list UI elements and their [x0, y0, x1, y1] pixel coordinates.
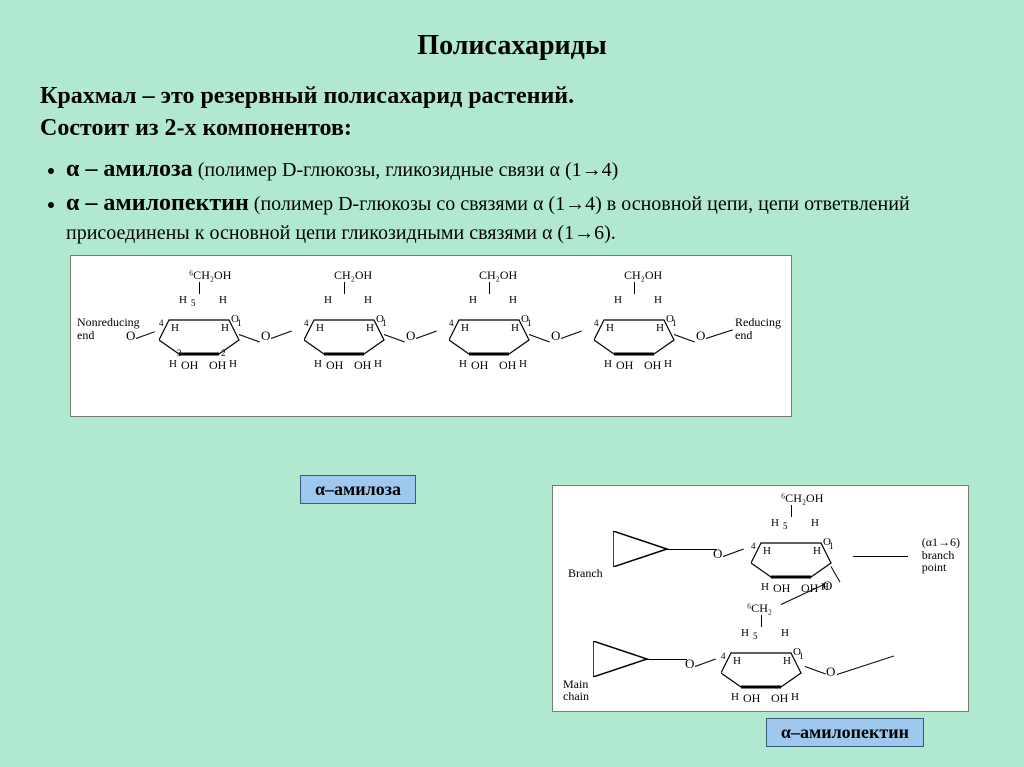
branch-point-label: (α1→6) branch point [922, 536, 960, 574]
lead-line-2: Состоит из 2-х компонентов: [40, 115, 352, 141]
branch-icon [613, 531, 673, 567]
ch2oh-1: ⁶CH₂OH [189, 268, 231, 283]
pectin-upper-sugar: ⁶CH₂OH 5 H H O 4 1 H H OH OH H H [733, 491, 853, 601]
reducing-label: Reducing end [735, 316, 785, 342]
amylopectin-caption: α–амилопектин [766, 718, 924, 747]
bullet-rest-1: (полимер D-глюкозы, гликозидные связи α … [193, 159, 619, 181]
bullet-term-2: α – амилопектин [66, 190, 249, 216]
amylose-diagram: Nonreducing end Reducing end ⁶CH₂OH 5 H … [70, 255, 792, 417]
sugar-unit-3: CH₂OH H H O 4 1 H H OH OH H H [431, 268, 551, 378]
sugar-unit-2: CH₂OH H H O 4 1 H H OH OH H H [286, 268, 406, 378]
sugar-unit-4: CH₂OH H H O 4 1 H H OH OH H H [576, 268, 696, 378]
amylose-caption: α–амилоза [300, 475, 416, 504]
lead-text: Крахмал – это резервный полисахарид раст… [40, 80, 984, 145]
slide-title: Полисахариды [40, 30, 984, 62]
bullet-term-1: α – амилоза [66, 156, 193, 182]
lead-line-1: Крахмал – это резервный полисахарид раст… [40, 83, 574, 109]
amylopectin-diagram: ⁶CH₂OH 5 H H O 4 1 H H OH OH H H ⁶CH₂ 5 … [552, 485, 969, 712]
slide-body: Полисахариды Крахмал – это резервный пол… [0, 0, 1024, 417]
mainchain-icon [593, 641, 653, 677]
bullet-list: α – амилоза (полимер D-глюкозы, гликозид… [40, 153, 984, 247]
pectin-lower-sugar: ⁶CH₂ 5 H H O 4 1 H H OH OH H H [703, 601, 823, 711]
bullet-amylose: α – амилоза (полимер D-глюкозы, гликозид… [66, 153, 984, 185]
bullet-amylopectin: α – амилопектин (полимер D-глюкозы со св… [66, 187, 984, 246]
sugar-unit-1: ⁶CH₂OH 5 H H O 4 1 H H OH OH H H 3 2 [141, 268, 261, 378]
